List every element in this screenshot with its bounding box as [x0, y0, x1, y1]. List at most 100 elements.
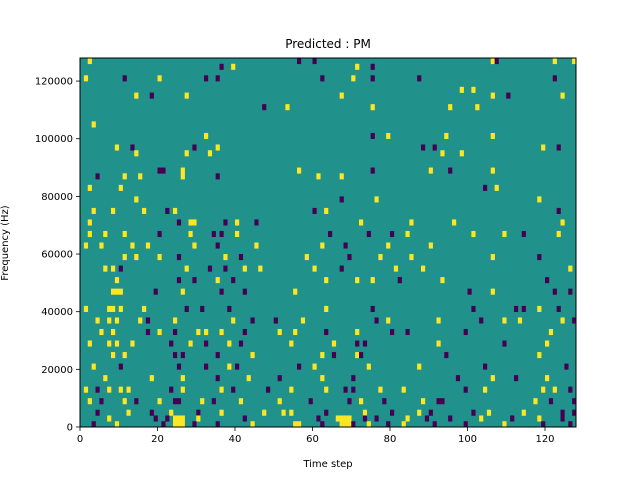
heatmap-cell [192, 219, 197, 226]
heatmap-cell [114, 421, 120, 428]
heatmap-cell [510, 415, 515, 422]
heatmap-cell [409, 254, 414, 261]
heatmap-cell [134, 150, 139, 157]
heatmap-cell [176, 254, 182, 261]
heatmap-cell [227, 305, 232, 312]
heatmap-cell [370, 305, 375, 312]
heatmap-cell [122, 230, 127, 238]
heatmap-cell [223, 219, 228, 226]
heatmap-cell [537, 415, 542, 422]
heatmap-cell [235, 219, 240, 226]
heatmap-cell [207, 150, 213, 157]
heatmap-cell [463, 421, 468, 428]
heatmap-cell [545, 340, 550, 347]
heatmap-cell [312, 265, 317, 272]
heatmap-cell [207, 265, 213, 272]
heatmap-cell [238, 398, 244, 405]
heatmap-cell [432, 421, 437, 428]
heatmap-cell [405, 230, 410, 238]
heatmap-cell [494, 184, 499, 191]
heatmap-cell [568, 421, 573, 428]
heatmap-cell [196, 415, 201, 422]
y-tick-label: 40000 [41, 307, 73, 318]
heatmap-cell [421, 144, 426, 151]
heatmap-cell [122, 75, 127, 82]
heatmap-cell [250, 421, 255, 428]
heatmap-cell [250, 352, 255, 359]
heatmap-cell [111, 328, 116, 336]
heatmap-cell [405, 415, 410, 422]
heatmap-cell [556, 144, 561, 151]
heatmap-cell [483, 386, 488, 393]
heatmap-cell [362, 415, 368, 422]
heatmap-cell [83, 75, 89, 82]
x-tick-label: 20 [151, 434, 164, 445]
heatmap-cell [568, 386, 573, 393]
heatmap-cell [320, 375, 325, 382]
heatmap-cell [370, 277, 375, 284]
heatmap-cell [254, 219, 259, 226]
y-tick-label: 80000 [41, 192, 73, 203]
y-tick-label: 120000 [35, 77, 73, 88]
heatmap-cell [339, 196, 344, 203]
heatmap-cell [87, 219, 92, 226]
heatmap-cell [219, 409, 224, 416]
heatmap-cell [370, 75, 375, 82]
heatmap-cell [401, 421, 406, 428]
chart-title: Predicted : PM [285, 37, 371, 51]
heatmap-cell [188, 219, 193, 226]
x-axis: 0 20 40 60 80 100 120 [77, 427, 555, 445]
heatmap-cell [417, 409, 422, 416]
heatmap-cell [370, 104, 375, 111]
heatmap-cell [153, 288, 158, 295]
y-tick-label: 100000 [35, 134, 73, 145]
heatmap-cell [417, 363, 422, 370]
heatmap-cell [204, 328, 209, 336]
heatmap-cell [475, 104, 480, 111]
heatmap-cell [107, 415, 112, 422]
heatmap-cell [572, 398, 577, 405]
heatmap-cell [374, 317, 379, 324]
heatmap-cell [521, 305, 526, 312]
heatmap-cell [514, 305, 519, 312]
heatmap-cell [180, 421, 185, 428]
heatmap-cell [254, 242, 259, 249]
heatmap-cell [126, 386, 131, 393]
heatmap-cell [548, 328, 554, 336]
heatmap-cell [184, 92, 189, 99]
heatmap-cell [277, 375, 282, 382]
x-axis-label: Time step [302, 459, 352, 470]
heatmap-cell [339, 265, 344, 272]
heatmap-cell [347, 415, 352, 422]
heatmap-cell [486, 409, 492, 416]
heatmap-cell [107, 386, 112, 393]
heatmap-cell [107, 340, 112, 347]
heatmap-cell [130, 144, 135, 151]
heatmap-cell [351, 421, 356, 428]
heatmap-cell [169, 386, 174, 393]
heatmap-cell [176, 421, 182, 428]
heatmap-cell [421, 265, 426, 272]
heatmap-cell [161, 421, 166, 428]
heatmap-cell [297, 421, 302, 428]
heatmap-cell [324, 328, 329, 336]
heatmap-cell [227, 340, 232, 347]
heatmap-cell [293, 421, 298, 428]
heatmap-cell [339, 173, 344, 180]
heatmap-cell [184, 265, 189, 272]
heatmap-cell [316, 173, 321, 180]
heatmap-cell [231, 317, 236, 324]
heatmap-cell [134, 398, 139, 405]
y-axis-label: Frequency (Hz) [0, 205, 11, 281]
x-tick-label: 40 [229, 434, 242, 445]
heatmap-cell [537, 352, 542, 359]
heatmap-cell [95, 173, 100, 180]
heatmap-cell [258, 265, 263, 272]
heatmap-cell [293, 328, 298, 336]
heatmap-cell [347, 421, 352, 428]
heatmap-cell [560, 219, 565, 226]
heatmap-cell [173, 352, 178, 359]
heatmap-cell [471, 86, 476, 93]
heatmap-cell [238, 340, 244, 347]
heatmap-cell [118, 363, 123, 370]
